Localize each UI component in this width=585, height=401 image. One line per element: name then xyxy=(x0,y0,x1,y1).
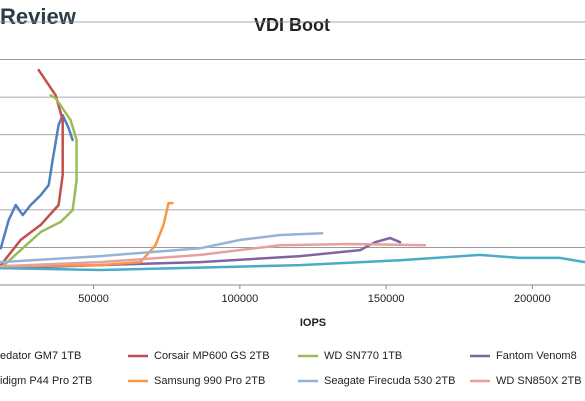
series-line xyxy=(0,231,324,264)
x-tick-label: 150000 xyxy=(368,293,405,305)
x-tick-label: 100000 xyxy=(221,293,258,305)
series-line xyxy=(0,201,174,268)
series-line xyxy=(0,242,427,268)
legend-label: Seagate Firecuda 530 2TB xyxy=(324,375,455,387)
x-tick-label: 200000 xyxy=(514,293,551,305)
series-line xyxy=(0,68,64,267)
legend-label: idigm P44 Pro 2TB xyxy=(0,375,92,387)
series-line xyxy=(0,113,74,250)
legend-label: WD SN850X 2TB xyxy=(496,375,582,387)
legend-label: Fantom Venom8 xyxy=(496,350,577,362)
legend-label: Samsung 990 Pro 2TB xyxy=(154,375,265,387)
series-line xyxy=(0,253,585,272)
legend-label: Corsair MP600 GS 2TB xyxy=(154,350,270,362)
x-axis-label: IOPS xyxy=(300,317,326,329)
legend-label: WD SN770 1TB xyxy=(324,350,402,362)
brand-logo: Review xyxy=(0,4,77,29)
x-tick-label: 50000 xyxy=(78,293,109,305)
legend-label: edator GM7 1TB xyxy=(0,350,81,362)
chart-title: VDI Boot xyxy=(254,15,330,35)
series-line xyxy=(0,94,78,270)
